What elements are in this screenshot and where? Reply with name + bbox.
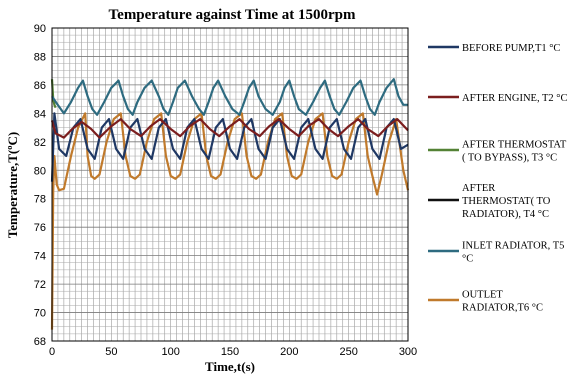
- legend-label: AFTER THERMOSTAT: [462, 140, 567, 151]
- legend-label: AFTER: [462, 183, 495, 194]
- legend-label: RADIATOR,T6 °C: [462, 303, 543, 314]
- x-tick-label: 0: [49, 346, 55, 358]
- series-line: [50, 79, 57, 109]
- y-tick-label: 78: [34, 194, 46, 206]
- y-tick-label: 90: [34, 23, 46, 35]
- chart-title: Temperature against Time at 1500rpm: [109, 7, 356, 23]
- legend-label: °C: [462, 254, 473, 265]
- x-axis: 0 50 100 150 200 250 300: [49, 346, 417, 358]
- legend-label: OUTLET: [462, 290, 503, 301]
- y-tick-label: 80: [34, 165, 46, 177]
- y-axis: 68 70 72 74 76 78 80 82 84 86 88 90: [34, 23, 46, 348]
- legend-label: THERMOSTAT( TO: [462, 196, 551, 207]
- series-line: [50, 118, 409, 139]
- series-line: [50, 112, 409, 182]
- grid: [51, 27, 409, 342]
- legend-label: INLET RADIATOR, T5: [462, 241, 564, 252]
- x-tick-label: 50: [105, 346, 117, 358]
- x-tick-label: 200: [280, 346, 298, 358]
- x-axis-title: Time,t(s): [205, 359, 255, 374]
- series-line: [51, 78, 408, 116]
- y-tick-label: 86: [34, 80, 46, 92]
- y-axis-title: Temperature,T(ºC): [5, 132, 20, 238]
- legend: BEFORE PUMP,T1 °C AFTER ENGINE, T2 °C AFTE…: [428, 43, 568, 314]
- y-tick-label: 82: [34, 137, 46, 149]
- x-tick-label: 300: [399, 346, 417, 358]
- x-tick-label: 250: [339, 346, 357, 358]
- x-tick-label: 150: [221, 346, 239, 358]
- legend-label: ( TO BYPASS), T3 °C: [462, 153, 557, 164]
- y-tick-label: 68: [34, 336, 46, 348]
- legend-label: BEFORE PUMP,T1 °C: [462, 43, 560, 54]
- y-tick-label: 72: [34, 279, 46, 291]
- plot-frame: [51, 27, 409, 342]
- y-tick-label: 84: [34, 108, 46, 120]
- y-tick-label: 70: [34, 308, 46, 320]
- legend-label: AFTER ENGINE, T2 °C: [462, 93, 568, 104]
- y-tick-label: 74: [34, 251, 46, 263]
- y-tick-label: 76: [34, 222, 46, 234]
- plot-area: [50, 78, 410, 330]
- y-tick-label: 88: [34, 51, 46, 63]
- x-tick-label: 100: [161, 346, 179, 358]
- series-line: [50, 112, 410, 330]
- legend-label: RADIATOR), T4 °C: [462, 209, 549, 220]
